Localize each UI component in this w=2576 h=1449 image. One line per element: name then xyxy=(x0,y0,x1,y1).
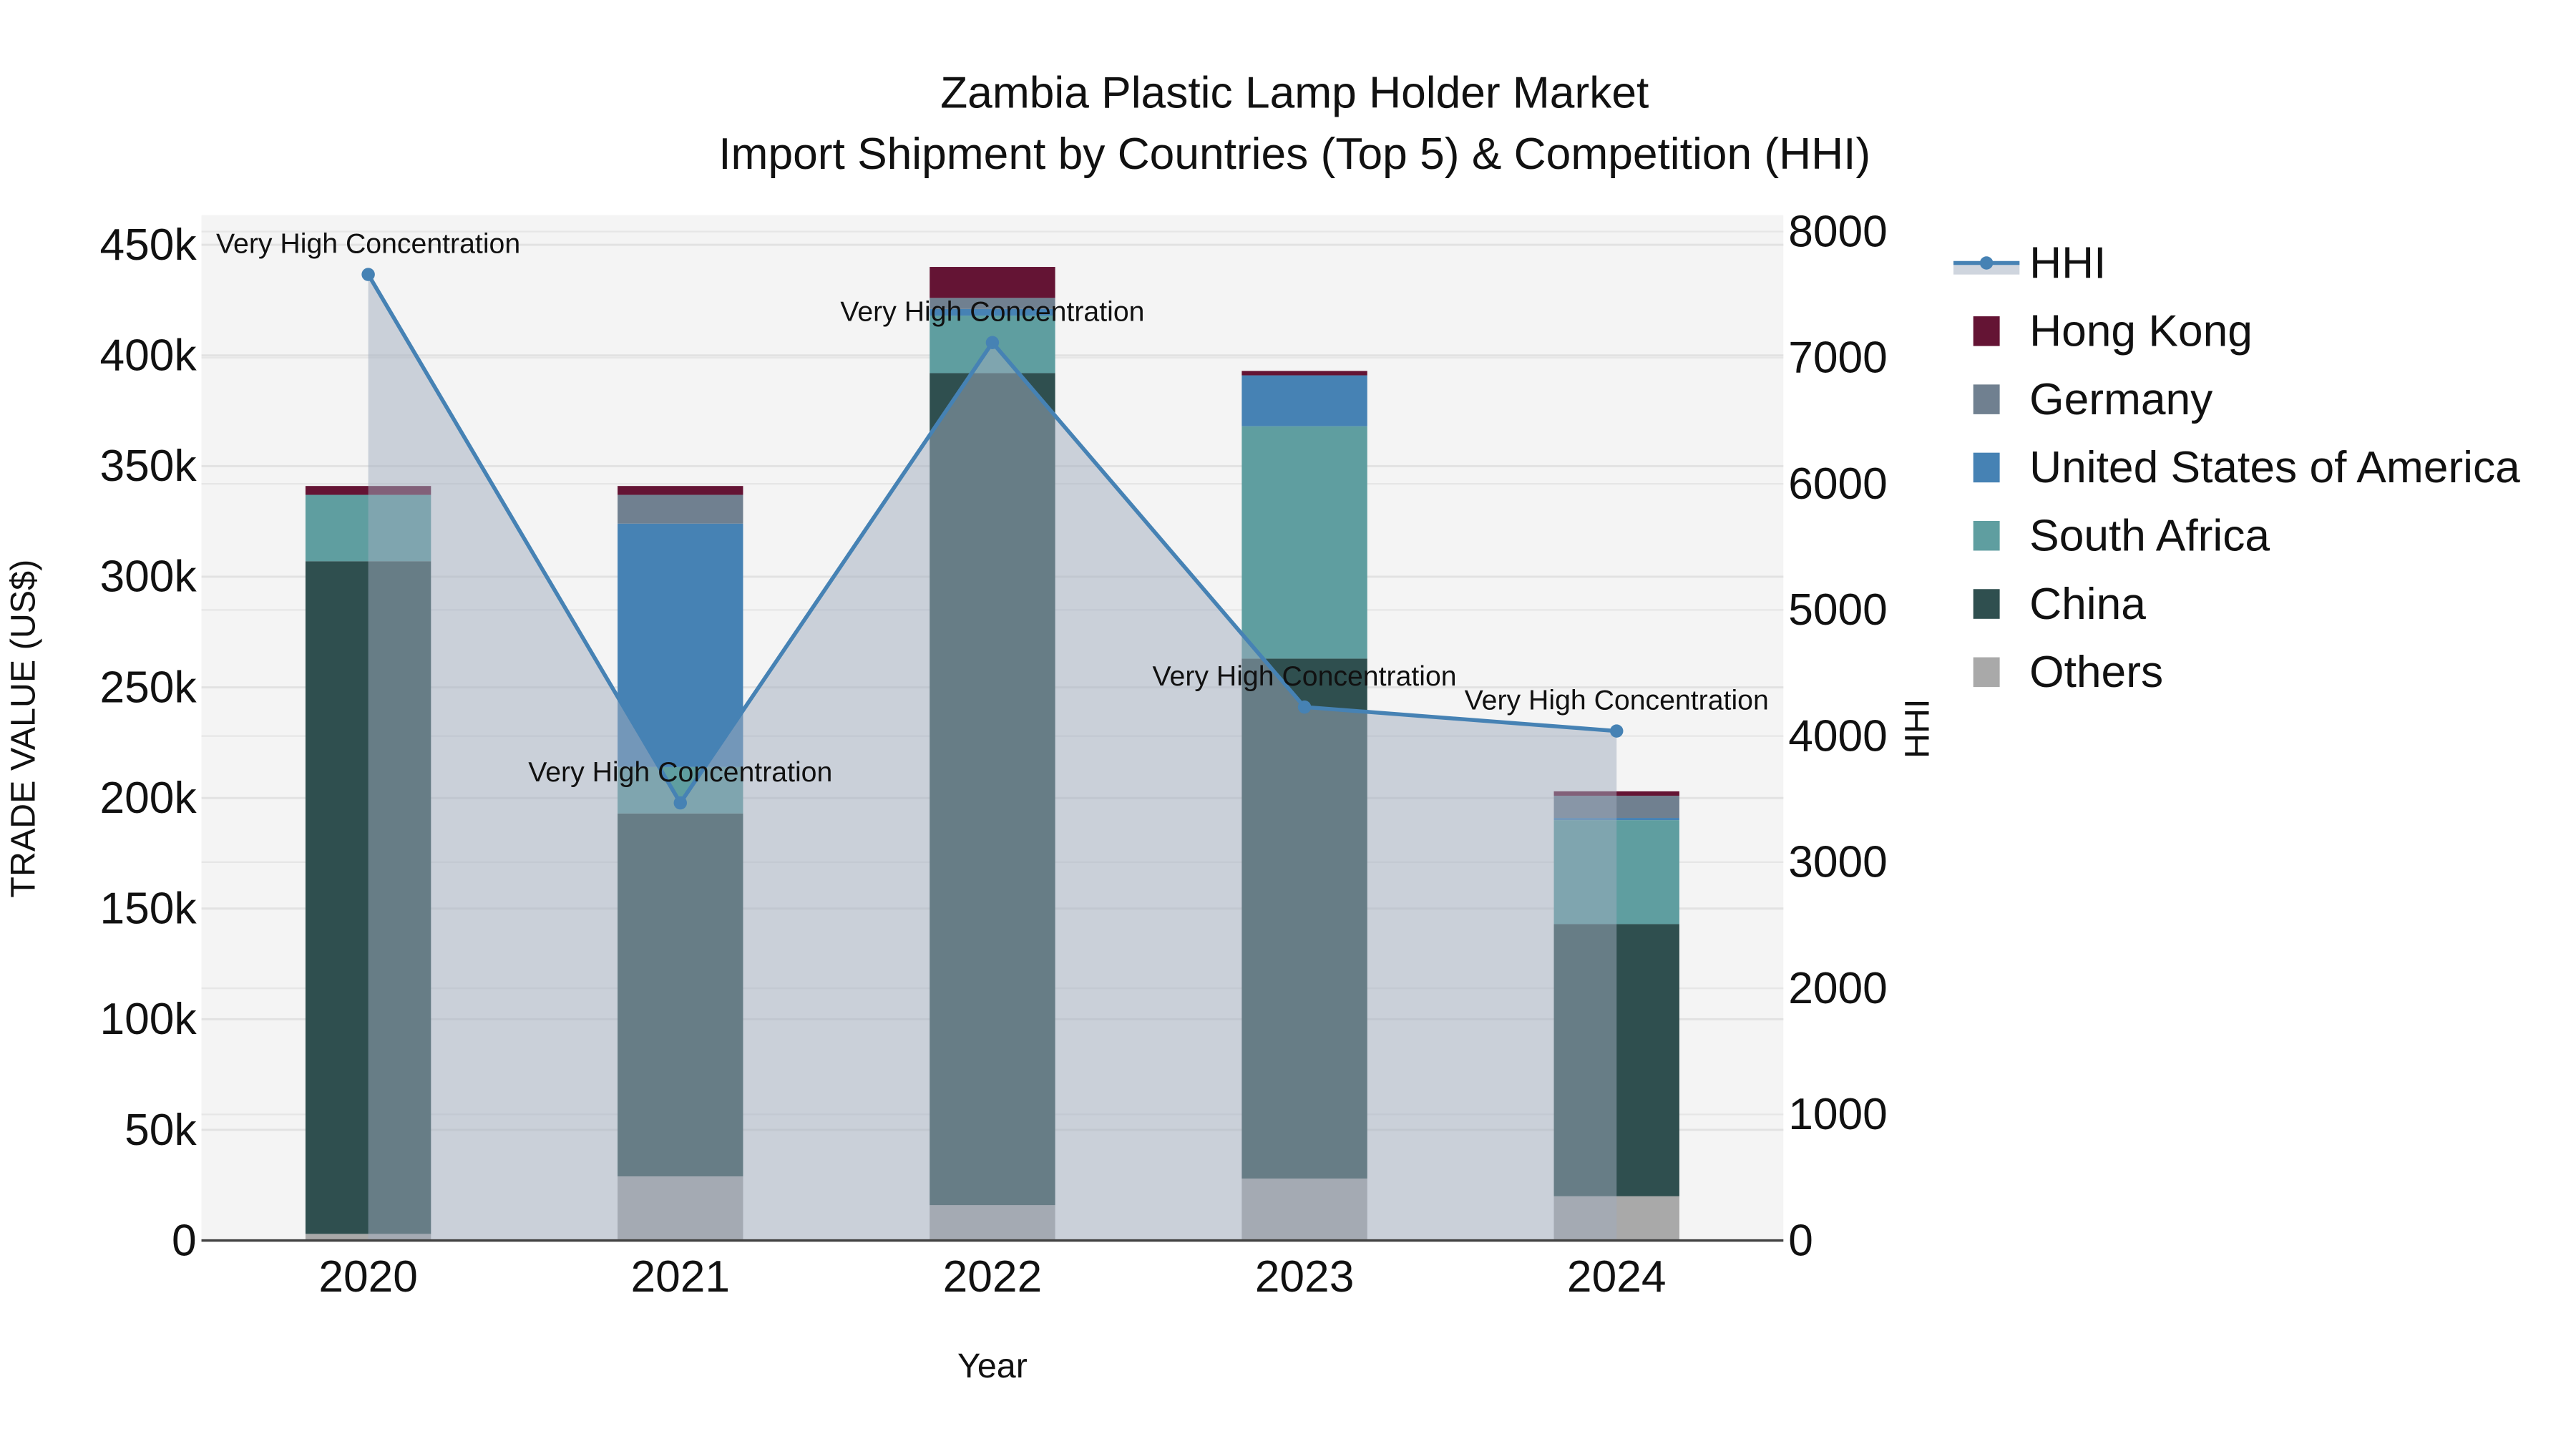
y-right-tick: 7000 xyxy=(1788,333,1888,383)
chart-title-line2: Import Shipment by Countries (Top 5) & C… xyxy=(718,130,1870,179)
chart-title-line1: Zambia Plastic Lamp Holder Market xyxy=(940,69,1649,118)
legend-item-china[interactable]: China xyxy=(1973,580,2147,629)
y-right-tick: 4000 xyxy=(1788,711,1888,761)
bar-segment-hong-kong[interactable] xyxy=(1241,371,1367,376)
x-axis-title: Year xyxy=(957,1347,1028,1385)
y-right-tick: 2000 xyxy=(1788,964,1888,1013)
legend-swatch-icon xyxy=(1973,384,2000,414)
y-left-tick: 100k xyxy=(100,995,197,1044)
x-tick-2021: 2021 xyxy=(630,1252,730,1302)
legend-label: Hong Kong xyxy=(2029,307,2253,356)
legend-label: Germany xyxy=(2029,375,2213,424)
legend-swatch-icon xyxy=(1973,520,2000,551)
legend-item-germany[interactable]: Germany xyxy=(1973,375,2213,424)
bar-segment-others[interactable] xyxy=(305,1234,431,1241)
legend-swatch-icon xyxy=(1973,316,2000,346)
y-left-tick: 200k xyxy=(100,774,197,823)
legend-label: China xyxy=(2029,580,2146,629)
legend-label: HHI xyxy=(2029,238,2106,288)
hhi-point-2022[interactable] xyxy=(985,336,1000,349)
x-tick-2023: 2023 xyxy=(1255,1252,1355,1302)
x-axis-ticks: 2020 2021 2022 2023 2024 xyxy=(318,1252,1666,1302)
bar-segment-germany[interactable] xyxy=(618,494,743,524)
annotation-2022: Very High Concentration xyxy=(840,296,1144,328)
y-right-tick: 5000 xyxy=(1788,585,1888,635)
legend-item-united-states-of-america[interactable]: United States of America xyxy=(1973,443,2520,492)
x-tick-2022: 2022 xyxy=(943,1252,1043,1302)
legend: HHI Hong Kong Germany United States of Amer… xyxy=(1953,238,2520,697)
y-right-tick: 3000 xyxy=(1788,838,1888,887)
y-left-tick: 300k xyxy=(100,552,197,602)
annotation-2020: Very High Concentration xyxy=(216,228,520,260)
bar-segment-united-states-of-america[interactable] xyxy=(930,308,1055,316)
annotation-2023: Very High Concentration xyxy=(1153,660,1457,692)
bar-segment-united-states-of-america[interactable] xyxy=(1241,375,1367,426)
annotation-2024: Very High Concentration xyxy=(1465,685,1769,716)
hhi-line xyxy=(361,268,1624,810)
hhi-point-2023[interactable] xyxy=(1297,700,1312,714)
bar-segment-south-africa[interactable] xyxy=(1241,426,1367,659)
legend-marker-icon xyxy=(1979,256,1994,270)
legend-swatch-icon xyxy=(1973,452,2000,483)
hhi-fill-area xyxy=(368,274,1617,1241)
y-right-tick: 6000 xyxy=(1788,459,1888,509)
y-axis-left: 0 50k 100k 150k 200k 250k 300k 350k 400k 450k xyxy=(100,220,197,1266)
y-right-tick: 1000 xyxy=(1788,1090,1888,1139)
y-left-tick: 250k xyxy=(100,663,197,712)
x-tick-2020: 2020 xyxy=(318,1252,418,1302)
legend-label: South Africa xyxy=(2029,512,2270,561)
legend-item-south-africa[interactable]: South Africa xyxy=(1973,512,2270,561)
hhi-point-2024[interactable] xyxy=(1610,724,1624,738)
hhi-point-2020[interactable] xyxy=(361,268,375,281)
y-left-tick: 400k xyxy=(100,331,197,381)
y-axis-left-title: TRADE VALUE (US$) xyxy=(4,560,42,898)
y-right-tick: 8000 xyxy=(1788,207,1888,256)
legend-item-hong-kong[interactable]: Hong Kong xyxy=(1973,307,2253,356)
legend-label: United States of America xyxy=(2029,443,2520,492)
bar-segment-united-states-of-america[interactable] xyxy=(618,523,743,767)
y-left-tick: 450k xyxy=(100,220,197,270)
hhi-area xyxy=(368,274,1617,1241)
y-axis-right: 0 1000 2000 3000 4000 5000 6000 7000 8000 xyxy=(1788,207,1888,1265)
y-left-tick: 0 xyxy=(172,1216,197,1265)
hhi-point-2021[interactable] xyxy=(673,796,687,810)
legend-item-hhi[interactable]: HHI xyxy=(1953,238,2106,288)
legend-swatch-icon xyxy=(1973,589,2000,619)
y-left-tick: 150k xyxy=(100,884,197,934)
y-right-tick: 0 xyxy=(1788,1216,1813,1265)
annotation-2021: Very High Concentration xyxy=(528,756,832,788)
bar-segment-germany[interactable] xyxy=(930,298,1055,309)
bar-segment-hong-kong[interactable] xyxy=(1553,791,1679,796)
bar-segment-united-states-of-america[interactable] xyxy=(1553,818,1679,821)
y-left-tick: 50k xyxy=(125,1106,197,1155)
x-tick-2024: 2024 xyxy=(1567,1252,1667,1302)
legend-swatch-icon xyxy=(1973,657,2000,688)
bar-segment-hong-kong[interactable] xyxy=(618,486,743,495)
bar-segment-hong-kong[interactable] xyxy=(930,267,1055,298)
legend-label: Others xyxy=(2029,648,2163,697)
annotations: Very High Concentration Very High Concent… xyxy=(216,228,1769,788)
y-left-tick: 350k xyxy=(100,441,197,491)
legend-item-others[interactable]: Others xyxy=(1973,648,2163,697)
y-axis-right-title: HHI xyxy=(1898,699,1936,758)
